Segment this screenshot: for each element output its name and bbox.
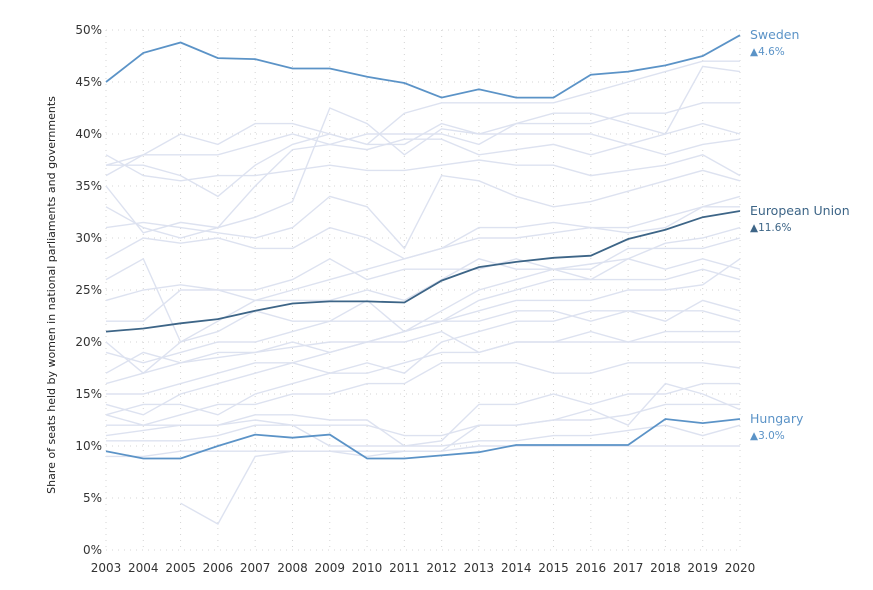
- series-labels: Sweden ▲4.6% European Union ▲11.6% Hungary ▲3…: [750, 27, 850, 442]
- y-tick-label: 0%: [83, 543, 102, 557]
- background-series-line: [105, 299, 741, 385]
- y-tick-label: 15%: [75, 387, 102, 401]
- series-line-sweden: [105, 34, 741, 99]
- x-tick-label: 2010: [352, 561, 383, 575]
- background-series-line: [180, 382, 741, 525]
- background-series-line: [105, 414, 741, 447]
- background-series-line: [105, 330, 740, 416]
- y-tick-label: 50%: [75, 23, 102, 37]
- x-tick-label: 2008: [277, 561, 308, 575]
- series-line-hungary: [105, 418, 741, 460]
- x-tick-label: 2017: [613, 561, 644, 575]
- x-tick-label: 2018: [650, 561, 681, 575]
- x-tick-label: 2015: [538, 561, 569, 575]
- x-tick-label: 2004: [128, 561, 159, 575]
- background-series-line: [105, 154, 741, 182]
- x-tick-label: 2006: [203, 561, 234, 575]
- background-series-line: [105, 138, 741, 239]
- series-name-label: Sweden: [750, 27, 799, 42]
- background-series-line: [105, 341, 740, 416]
- x-tick-label: 2011: [389, 561, 420, 575]
- y-tick-label: 45%: [75, 75, 102, 89]
- background-series-line: [105, 107, 741, 234]
- series-line-european-union: [105, 210, 741, 333]
- x-tick-label: 2013: [464, 561, 495, 575]
- series-name-label: Hungary: [750, 411, 804, 426]
- series-name-label: European Union: [750, 203, 850, 218]
- x-tick-label: 2016: [576, 561, 607, 575]
- y-tick-label: 30%: [75, 231, 102, 245]
- background-series-line: [106, 362, 741, 426]
- y-tick-label: 40%: [75, 127, 102, 141]
- highlighted-series: [105, 34, 741, 460]
- background-series-line: [105, 226, 741, 302]
- background-series-line: [105, 60, 740, 166]
- background-series-line: [106, 445, 740, 458]
- x-tick-label: 2020: [725, 561, 756, 575]
- x-axis-ticks: 2003 2004 2005 2006 2007 2008 2009 2010 2011 2012…: [91, 561, 756, 575]
- background-series-line: [105, 169, 741, 250]
- x-tick-label: 2005: [165, 561, 196, 575]
- x-tick-label: 2007: [240, 561, 271, 575]
- y-tick-label: 25%: [75, 283, 102, 297]
- background-series-line: [105, 268, 741, 364]
- x-tick-label: 2014: [501, 561, 532, 575]
- series-change-label: ▲11.6%: [750, 222, 791, 234]
- background-series-line: [105, 206, 740, 343]
- x-tick-label: 2012: [426, 561, 457, 575]
- series-change-label: ▲3.0%: [750, 430, 785, 442]
- background-series-line: [106, 237, 741, 322]
- background-series: [105, 60, 741, 525]
- y-axis-ticks: 0% 5% 10% 15% 20% 25% 30% 35% 40% 45% 50%: [75, 23, 102, 557]
- y-tick-label: 20%: [75, 335, 102, 349]
- y-tick-label: 35%: [75, 179, 102, 193]
- y-tick-label: 10%: [75, 439, 102, 453]
- x-tick-label: 2019: [687, 561, 718, 575]
- background-series-line: [105, 195, 741, 260]
- x-tick-label: 2009: [314, 561, 345, 575]
- series-change-label: ▲4.6%: [750, 46, 785, 58]
- background-series-line: [106, 65, 741, 198]
- x-tick-label: 2003: [91, 561, 122, 575]
- y-tick-label: 5%: [83, 491, 102, 505]
- background-series-line: [105, 382, 740, 447]
- background-series-line: [106, 403, 740, 442]
- background-series-line: [106, 310, 741, 395]
- y-axis-label: Share of seats held by women in national…: [45, 96, 58, 494]
